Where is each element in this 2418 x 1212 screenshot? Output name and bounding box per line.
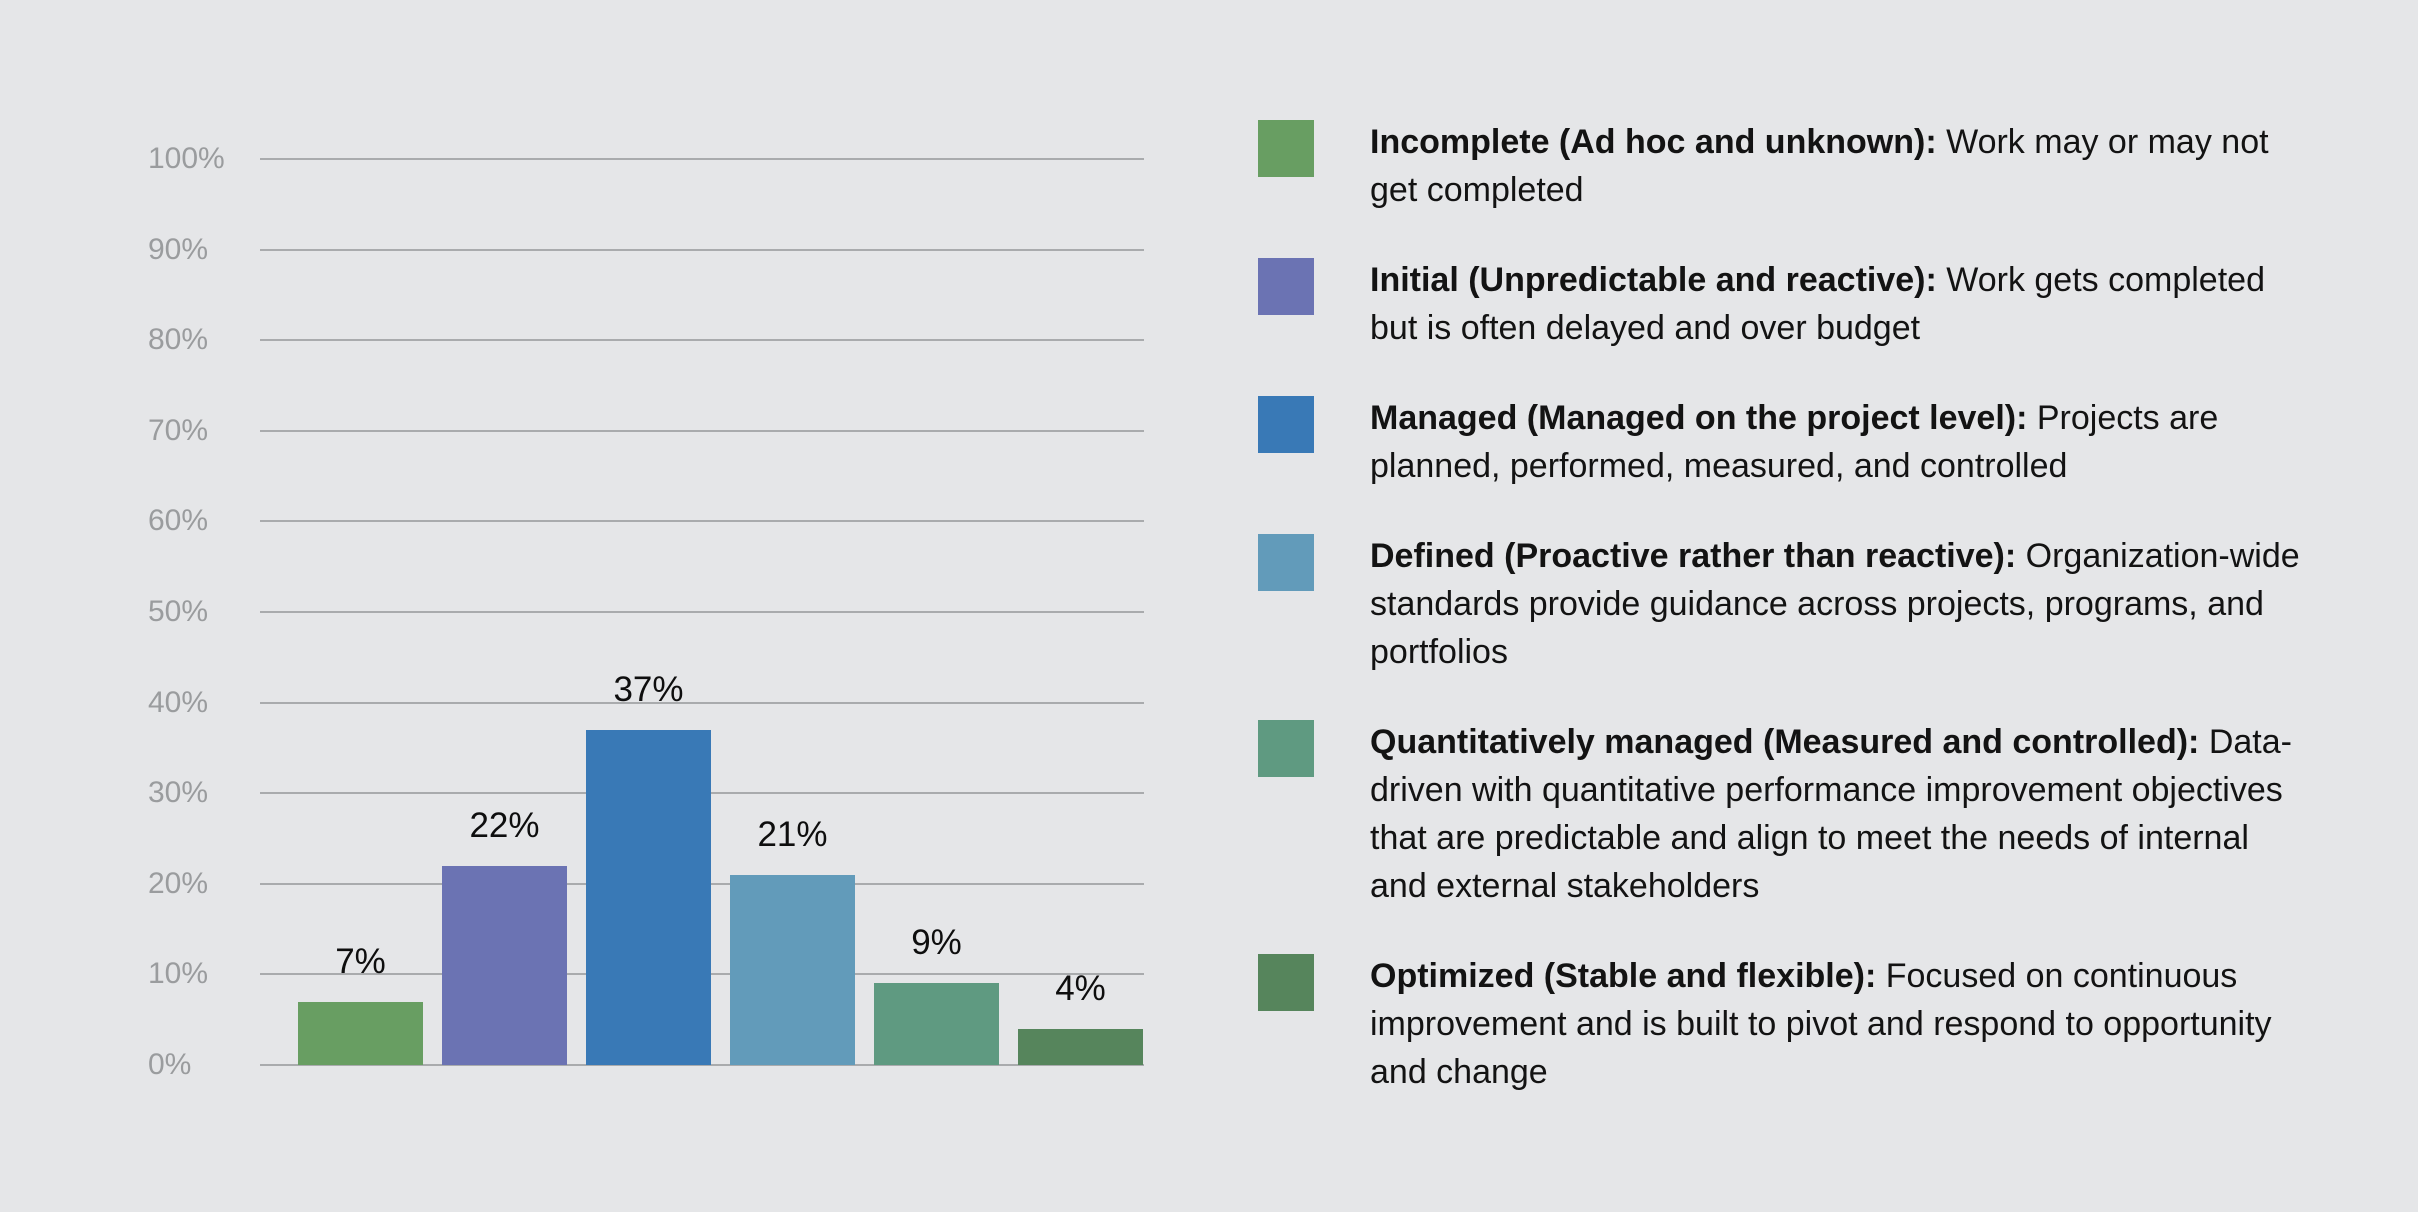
legend-term: Optimized (Stable and flexible): <box>1370 957 1877 995</box>
bar-5 <box>874 983 999 1065</box>
y-axis-tick-label: 100% <box>148 142 225 175</box>
legend-term: Incomplete (Ad hoc and unknown): <box>1370 123 1937 161</box>
y-axis-tick-label: 60% <box>148 504 209 538</box>
legend-item: Initial (Unpredictable and reactive): Wo… <box>1258 256 2338 352</box>
gridline <box>260 611 1144 613</box>
gridline <box>260 1064 1144 1066</box>
gridline <box>260 248 1144 251</box>
legend-item: Incomplete (Ad hoc and unknown): Work ma… <box>1258 118 2338 214</box>
legend-label: Defined (Proactive rather than reactive)… <box>1370 532 2300 676</box>
legend-term: Initial (Unpredictable and reactive): <box>1370 261 1937 299</box>
y-axis-tick-label: 80% <box>148 323 209 357</box>
legend-description: Projects are planned, performed, measure… <box>1370 399 2219 485</box>
bar-6 <box>1018 1028 1143 1065</box>
legend-label: Quantitatively managed (Measured and con… <box>1370 718 2300 910</box>
legend-swatch <box>1258 120 1314 177</box>
bar-1 <box>298 1001 423 1065</box>
legend-label: Initial (Unpredictable and reactive): Wo… <box>1370 256 2300 352</box>
gridline <box>260 429 1144 432</box>
legend-description: Organization-wide standards provide guid… <box>1370 537 2300 671</box>
bar-4 <box>730 874 855 1065</box>
y-axis-tick-label: 40% <box>148 685 209 719</box>
legend-label: Incomplete (Ad hoc and unknown): Work ma… <box>1370 118 2300 214</box>
chart-legend: Incomplete (Ad hoc and unknown): Work ma… <box>1258 118 2338 1096</box>
bar-value-label: 4% <box>1055 968 1106 1008</box>
bar-3 <box>586 729 711 1065</box>
legend-term: Managed (Managed on the project level): <box>1370 399 2028 437</box>
y-axis-tick-label: 0% <box>148 1048 192 1081</box>
legend-description: Work may or may not get completed <box>1370 123 2269 209</box>
legend-swatch <box>1258 258 1314 315</box>
legend-term: Defined (Proactive rather than reactive)… <box>1370 537 2017 575</box>
bar-value-label: 7% <box>335 941 386 981</box>
bar-value-label: 37% <box>613 669 684 709</box>
legend-item: Managed (Managed on the project level): … <box>1258 394 2338 490</box>
legend-swatch <box>1258 396 1314 453</box>
legend-description: Focused on continuous improvement and is… <box>1370 957 2272 1091</box>
bar-2 <box>442 865 567 1065</box>
legend-label: Managed (Managed on the project level): … <box>1370 394 2300 490</box>
legend-item: Optimized (Stable and flexible): Focused… <box>1258 952 2338 1096</box>
plot-area: 100% 90% 80% 70% 60% 50% 40% 30% 20% 10% 0% 7% 22% 37… <box>148 142 1144 1081</box>
y-axis-tick-label: 20% <box>148 866 209 900</box>
legend-swatch <box>1258 534 1314 591</box>
gridline <box>260 158 1144 160</box>
y-axis-tick-label: 10% <box>148 957 209 991</box>
legend-item: Defined (Proactive rather than reactive)… <box>1258 532 2338 676</box>
gridline <box>260 339 1144 342</box>
bar-value-label: 9% <box>911 923 962 963</box>
y-axis-tick-label: 30% <box>148 776 209 810</box>
legend-label: Optimized (Stable and flexible): Focused… <box>1370 952 2300 1096</box>
bar-value-label: 21% <box>757 814 828 854</box>
legend-swatch <box>1258 720 1314 777</box>
legend-description: Work gets completed but is often delayed… <box>1370 261 2265 347</box>
legend-description: Data-driven with quantitative performanc… <box>1370 723 2292 905</box>
legend-term: Quantitatively managed (Measured and con… <box>1370 723 2200 761</box>
gridline <box>260 520 1144 523</box>
gridline <box>260 701 1144 704</box>
bar-value-label: 22% <box>469 805 540 845</box>
y-axis-tick-label: 50% <box>148 595 209 628</box>
y-axis-tick-label: 70% <box>148 413 209 447</box>
legend-item: Quantitatively managed (Measured and con… <box>1258 718 2338 910</box>
legend-swatch <box>1258 954 1314 1011</box>
y-axis-tick-label: 90% <box>148 232 209 266</box>
